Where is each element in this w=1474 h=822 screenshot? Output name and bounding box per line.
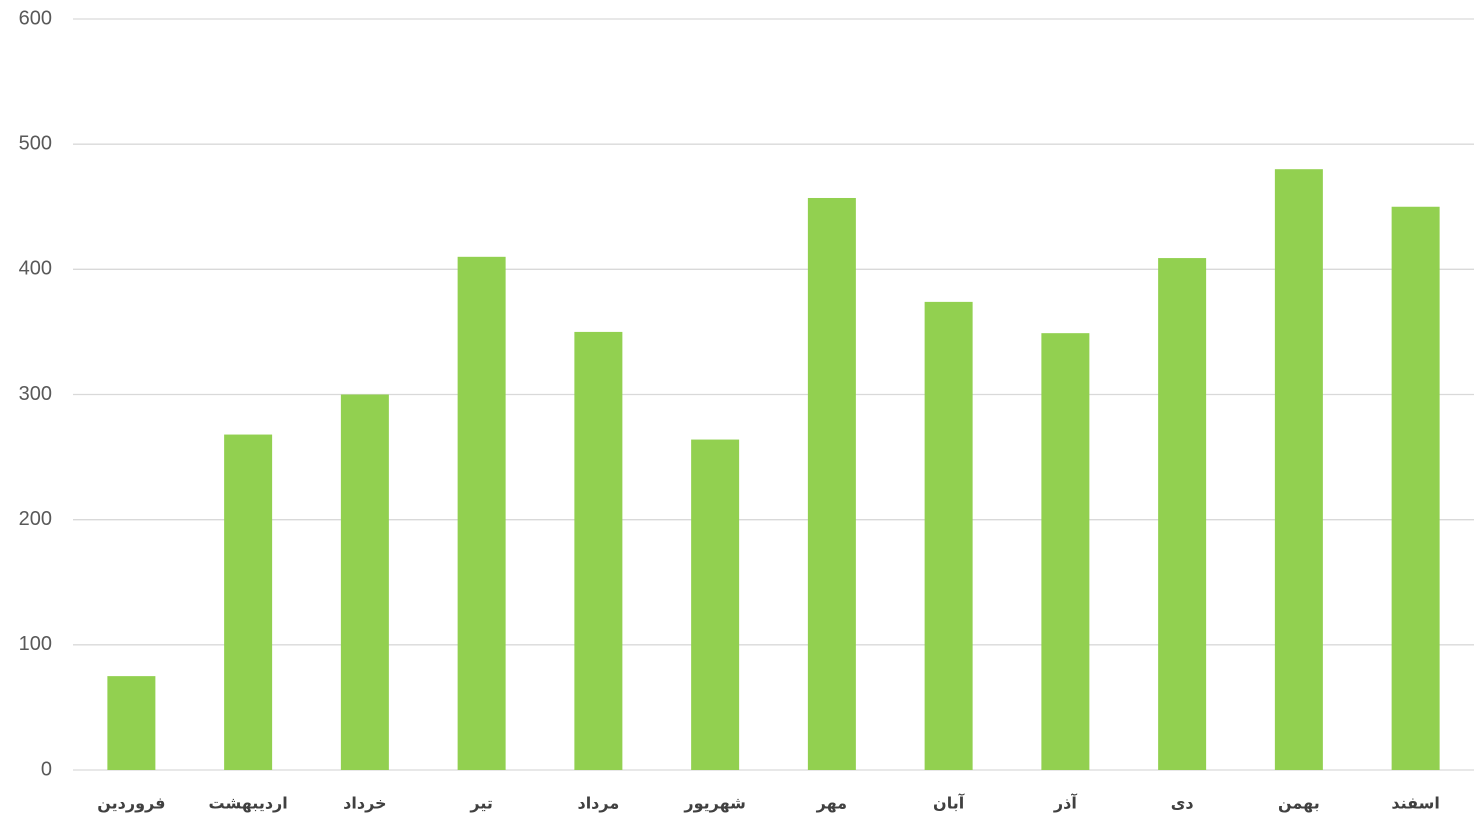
y-tick-label: 400: [19, 258, 52, 280]
y-tick-label: 100: [19, 633, 52, 655]
bar: [807, 197, 856, 770]
bar: [1274, 169, 1323, 770]
bar: [224, 434, 273, 770]
bar: [1391, 206, 1440, 770]
bar: [691, 439, 740, 770]
x-tick-label: شهریور: [683, 794, 746, 813]
bar: [924, 301, 973, 770]
x-tick-label: آذر: [1053, 793, 1077, 813]
y-tick-label: 200: [19, 508, 52, 530]
x-tick-label: فروردین: [97, 794, 165, 813]
x-tick-label: تیر: [469, 794, 493, 813]
x-tick-label: مرداد: [577, 794, 619, 813]
bar: [1041, 333, 1090, 770]
bar: [107, 676, 156, 770]
x-tick-label: بهمن: [1278, 794, 1320, 813]
bar: [340, 394, 389, 770]
x-tick-label: مهر: [816, 794, 847, 813]
x-tick-label: خرداد: [343, 794, 386, 813]
bar: [574, 331, 623, 770]
bar: [457, 256, 506, 771]
x-tick-label: اردیبهشت: [209, 794, 288, 813]
y-tick-label: 600: [19, 7, 52, 29]
x-tick-label: اسفند: [1391, 794, 1440, 813]
bar: [1158, 258, 1207, 770]
y-tick-label: 300: [19, 383, 52, 405]
y-tick-label: 500: [19, 132, 52, 154]
x-tick-label: دی: [1171, 794, 1194, 813]
x-tick-label: آبان: [933, 793, 965, 813]
y-tick-label: 0: [41, 758, 52, 780]
